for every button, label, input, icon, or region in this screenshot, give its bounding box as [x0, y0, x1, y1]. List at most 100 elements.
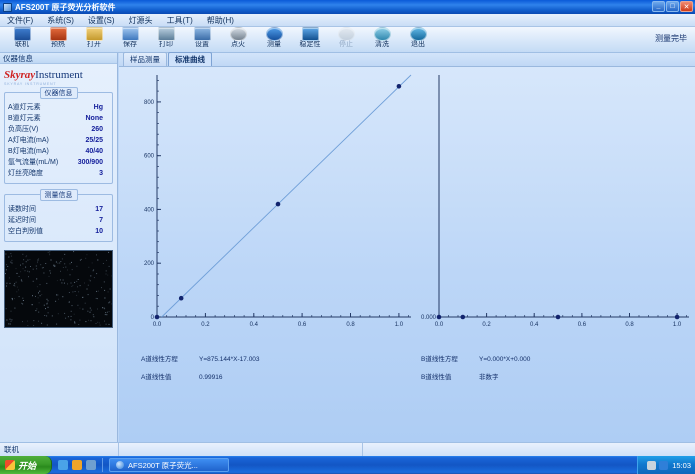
svg-text:0.2: 0.2: [201, 322, 210, 328]
minimize-button[interactable]: _: [652, 1, 665, 12]
tab-sample-measure[interactable]: 样品测量: [123, 52, 167, 66]
info-row: A道灯元素 Hg: [8, 102, 109, 113]
info-row-value: None: [85, 115, 104, 122]
toolbar-save-label: 保存: [123, 41, 137, 48]
toolbar-exit-label: 退出: [411, 41, 425, 48]
menu-file[interactable]: 文件(F): [7, 15, 34, 25]
connect-icon: [13, 27, 31, 41]
info-row: B灯电流(mA) 40/40: [8, 146, 109, 157]
info-row: B道灯元素 None: [8, 113, 109, 124]
ie-icon[interactable]: [58, 460, 68, 470]
toolbar-ignite[interactable]: 点火: [220, 27, 256, 52]
svg-text:0.6: 0.6: [298, 322, 307, 328]
menu-settings[interactable]: 设置(S): [87, 15, 115, 25]
info-row: 氩气流量(mL/M) 300/900: [8, 157, 109, 168]
chart-a-canvas[interactable]: 0.0 0.2 0.4 0.6 0.8 1.0 0 200 400 600 800: [123, 67, 415, 339]
taskbar-separator: [102, 458, 103, 472]
menu-system[interactable]: 系统(S): [47, 15, 74, 25]
tabbar: 样品测量 标准曲线: [119, 52, 695, 66]
toolbar-settings[interactable]: 设置: [184, 27, 220, 52]
toolbar-measure[interactable]: 测量: [256, 27, 292, 52]
toolbar-open[interactable]: 打开: [76, 27, 112, 52]
channel-b-r-label: B道线性值: [421, 374, 452, 381]
toolbar-stability[interactable]: 稳定性: [292, 27, 328, 52]
info-row-key: 负高压(V): [8, 126, 39, 133]
taskbar-items[interactable]: AFS200T 原子荧光...: [103, 458, 229, 472]
toolbar-preheat[interactable]: 预热: [40, 27, 76, 52]
window-title: AFS200T 原子荧光分析软件: [15, 2, 116, 12]
instrument-info-title: 仪器信息: [39, 87, 78, 99]
menu-lamp[interactable]: 灯源头: [128, 15, 153, 25]
chart-b-canvas[interactable]: 0.0 0.2 0.4 0.6 0.8 1.0 0.000: [417, 67, 693, 339]
media-icon[interactable]: [72, 460, 82, 470]
channel-b-equation-value: Y=0.000*X+0.000: [479, 356, 531, 363]
windows-flag-icon: [5, 460, 15, 470]
svg-text:0.8: 0.8: [346, 322, 355, 328]
statusbar-divider-2: [362, 443, 363, 456]
start-button[interactable]: 开始: [0, 456, 52, 474]
taskitem-afs200t[interactable]: AFS200T 原子荧光...: [109, 458, 229, 472]
info-row-key: 延迟时间: [8, 217, 36, 224]
status-message: 测量完毕: [655, 34, 687, 43]
window-titlebar[interactable]: AFS200T 原子荧光分析软件 _ □ ✕: [0, 0, 695, 14]
left-info-panel: 仪器信息 SkyrayInstrument SKYRAY INSTRUMENT …: [0, 53, 118, 442]
chart-channel-a[interactable]: 0.0 0.2 0.4 0.6 0.8 1.0 0 200 400 600 800: [123, 67, 415, 397]
taskitem-label: AFS200T 原子荧光...: [128, 460, 198, 470]
channel-b-results: B道线性方程 Y=0.000*X+0.000 B道线性值 非数字: [421, 355, 530, 383]
network-icon[interactable]: [647, 460, 657, 470]
info-row-value: 17: [95, 206, 103, 213]
toolbar-save[interactable]: 保存: [112, 27, 148, 52]
window-controls[interactable]: _ □ ✕: [652, 1, 693, 12]
power-icon: [409, 27, 427, 41]
toolbar-connect-label: 联机: [15, 41, 29, 48]
wrench-icon: [193, 27, 211, 41]
measure-info-group: 测量信息 读数时间 17 延迟时间 7 空白判别值 10: [4, 189, 113, 242]
volume-icon[interactable]: [659, 460, 669, 470]
desktop-icon[interactable]: [86, 460, 96, 470]
chart-channel-b[interactable]: 0.0 0.2 0.4 0.6 0.8 1.0 0.000: [417, 67, 693, 397]
toolbar-measure-label: 测量: [267, 41, 281, 48]
svg-text:0.000: 0.000: [421, 315, 437, 321]
toolbar-connect[interactable]: 联机: [4, 27, 40, 52]
menu-tools[interactable]: 工具(T): [166, 15, 193, 25]
svg-text:800: 800: [144, 100, 155, 106]
tray-clock[interactable]: 15:03: [672, 460, 691, 470]
channel-a-r-label: A道线性值: [141, 374, 172, 381]
toolbar-stop: 停止: [328, 27, 364, 52]
toolbar-clean[interactable]: 清洗: [364, 27, 400, 52]
clean-icon: [373, 27, 391, 41]
logo-brand-instrument: Instrument: [35, 69, 83, 81]
info-row-value: 260: [91, 126, 103, 133]
svg-text:600: 600: [144, 154, 155, 160]
toolbar-preheat-label: 预热: [51, 41, 65, 48]
channel-a-results: A道线性方程 Y=875.144*X-17.003 A道线性值 0.99916: [141, 355, 260, 383]
maximize-button[interactable]: □: [666, 1, 679, 12]
quicklaunch-bar[interactable]: [52, 460, 102, 470]
info-row: 灯丝亮暗度 3: [8, 168, 109, 179]
svg-text:1.0: 1.0: [395, 322, 404, 328]
svg-text:1.0: 1.0: [673, 322, 682, 328]
preheat-icon: [49, 27, 67, 41]
info-row: 读数时间 17: [8, 204, 109, 215]
camera-preview: [4, 250, 113, 328]
channel-a-equation-label: A道线性方程: [141, 356, 178, 363]
system-tray[interactable]: 15:03: [637, 456, 695, 474]
close-button[interactable]: ✕: [680, 1, 693, 12]
instrument-info-group: 仪器信息 A道灯元素 Hg B道灯元素 None 负高压(V) 260 A灯电流(mA) 25…: [4, 87, 113, 184]
toolbar-settings-label: 设置: [195, 41, 209, 48]
info-row-value: 40/40: [85, 148, 103, 155]
tab-standard-curve[interactable]: 标准曲线: [168, 52, 212, 66]
svg-text:0.8: 0.8: [625, 322, 634, 328]
info-row-value: 10: [95, 228, 103, 235]
info-row: 空白判别值 10: [8, 226, 109, 237]
info-row-key: A灯电流(mA): [8, 137, 49, 144]
svg-text:200: 200: [144, 261, 155, 267]
channel-a-r-value: 0.99916: [199, 374, 223, 381]
toolbar-stability-label: 稳定性: [299, 41, 321, 48]
info-row-key: 灯丝亮暗度: [8, 170, 43, 177]
menu-help[interactable]: 帮助(H): [206, 15, 234, 25]
svg-text:400: 400: [144, 207, 155, 213]
info-row-key: 氩气流量(mL/M): [8, 159, 59, 166]
toolbar-exit[interactable]: 退出: [400, 27, 436, 52]
toolbar-print[interactable]: 打印: [148, 27, 184, 52]
